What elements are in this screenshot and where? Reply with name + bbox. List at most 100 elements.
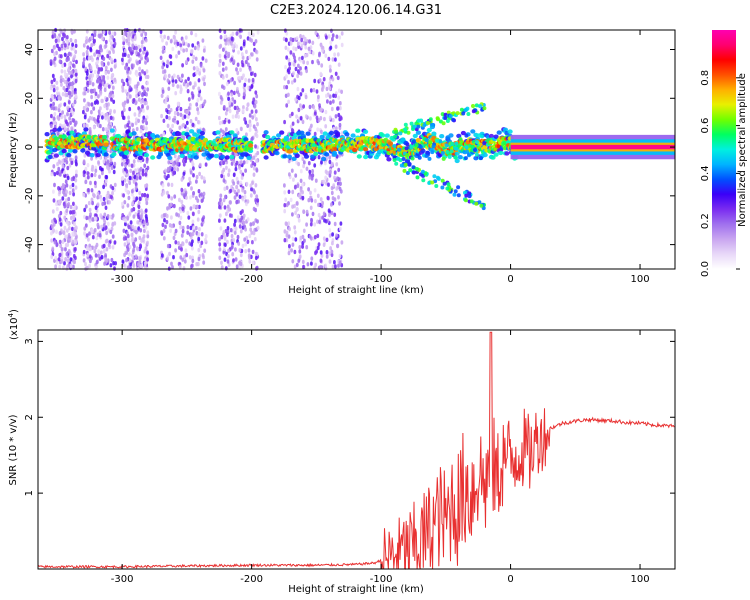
heatmap-cell	[302, 160, 306, 165]
heatmap-cell	[289, 50, 293, 55]
heatmap-cell	[176, 120, 180, 125]
heatmap-cell	[160, 113, 164, 119]
heatmap-cell	[97, 160, 100, 165]
y-tick-label: 0	[24, 144, 35, 150]
heatmap-cell	[106, 53, 110, 59]
heatmap-cell	[442, 181, 447, 186]
heatmap-cell	[61, 164, 65, 169]
heatmap-cell	[53, 51, 56, 57]
heatmap-cell	[403, 162, 408, 167]
heatmap-cell	[421, 178, 426, 183]
heatmap-cell	[321, 215, 325, 220]
heatmap-cell	[245, 59, 248, 65]
heatmap-cell	[138, 66, 142, 72]
heatmap-cell	[109, 108, 112, 114]
heatmap-cell	[137, 262, 140, 267]
heatmap-cell	[445, 186, 450, 191]
heatmap-cell	[94, 168, 98, 173]
heatmap-cell	[325, 250, 329, 255]
heatmap-cell	[167, 104, 171, 109]
heatmap-cell	[121, 57, 124, 62]
heatmap-cell	[146, 193, 150, 198]
heatmap-cell	[299, 169, 303, 174]
heatmap-cell	[145, 51, 149, 56]
heatmap-cell	[132, 98, 136, 103]
heatmap-cell	[289, 197, 293, 203]
heatmap-cell	[507, 129, 513, 134]
heatmap-cell	[473, 148, 477, 152]
heatmap-cell	[139, 129, 143, 134]
heatmap-cell	[52, 84, 56, 89]
heatmap-cell	[92, 106, 96, 111]
heatmap-cell	[137, 112, 141, 118]
heatmap-cell	[56, 161, 59, 167]
heatmap-cell	[113, 58, 117, 63]
heatmap-cell	[93, 38, 96, 44]
heatmap-cell	[301, 156, 305, 162]
heatmap-cell	[454, 141, 459, 146]
heatmap-cell	[235, 67, 238, 72]
heatmap-cell	[232, 133, 238, 138]
heatmap-cell	[146, 165, 150, 171]
heatmap-cell	[317, 212, 321, 218]
heatmap-cell	[319, 250, 323, 255]
heatmap-cell	[91, 235, 95, 240]
heatmap-cell	[122, 81, 126, 87]
heatmap-cell	[88, 127, 92, 132]
heatmap-cell	[146, 257, 150, 262]
heatmap-cell	[63, 52, 67, 57]
heatmap-cell	[292, 177, 295, 182]
heatmap-cell	[124, 65, 127, 71]
heatmap-cell	[164, 74, 168, 79]
heatmap-cell	[132, 196, 136, 201]
heatmap-cell	[308, 234, 312, 239]
heatmap-cell	[340, 42, 344, 48]
heatmap-cell	[305, 68, 308, 74]
heatmap-cell	[403, 127, 408, 132]
heatmap-cell	[170, 215, 173, 220]
heatmap-cell	[175, 107, 179, 112]
heatmap-cell	[55, 86, 59, 91]
heatmap-cell	[203, 81, 206, 87]
heatmap-cell	[108, 50, 111, 55]
heatmap-cell	[88, 243, 92, 248]
heatmap-cell	[223, 34, 227, 40]
heatmap-cell	[121, 181, 125, 187]
heatmap-cell	[435, 138, 440, 143]
heatmap-cell	[63, 102, 67, 107]
heatmap-cell	[83, 127, 89, 132]
heatmap-cell	[226, 239, 229, 245]
heatmap-cell	[123, 171, 127, 176]
heatmap-cell	[171, 123, 175, 129]
heatmap-cell	[88, 218, 92, 223]
heatmap-cell	[72, 46, 76, 52]
heatmap-cell	[65, 228, 69, 233]
heatmap-cell	[133, 36, 137, 42]
heatmap-cell	[69, 120, 72, 126]
heatmap-cell	[254, 109, 258, 114]
heatmap-cell	[160, 93, 164, 99]
heatmap-cell	[276, 133, 282, 138]
heatmap-cell	[220, 154, 226, 159]
heatmap-cell	[332, 93, 335, 98]
heatmap-cell	[111, 186, 115, 191]
heatmap-cell	[415, 175, 420, 180]
heatmap-cell	[108, 214, 112, 220]
heatmap-cell	[245, 106, 249, 112]
heatmap-cell	[328, 155, 332, 160]
heatmap-cell	[218, 44, 222, 50]
heatmap-cell	[179, 153, 185, 158]
heatmap-cell	[54, 264, 57, 269]
heatmap-cell	[187, 106, 191, 111]
heatmap-cell	[263, 155, 269, 160]
heatmap-cell	[144, 246, 148, 251]
heatmap-cell	[181, 39, 185, 44]
heatmap-cell	[146, 250, 149, 255]
heatmap-cell	[61, 196, 65, 201]
heatmap-cell	[233, 222, 237, 227]
heatmap-cell	[451, 117, 456, 122]
heatmap-cell	[324, 109, 328, 115]
heatmap-cell	[454, 155, 458, 160]
heatmap-cell	[93, 228, 97, 233]
heatmap-cell	[73, 99, 77, 105]
